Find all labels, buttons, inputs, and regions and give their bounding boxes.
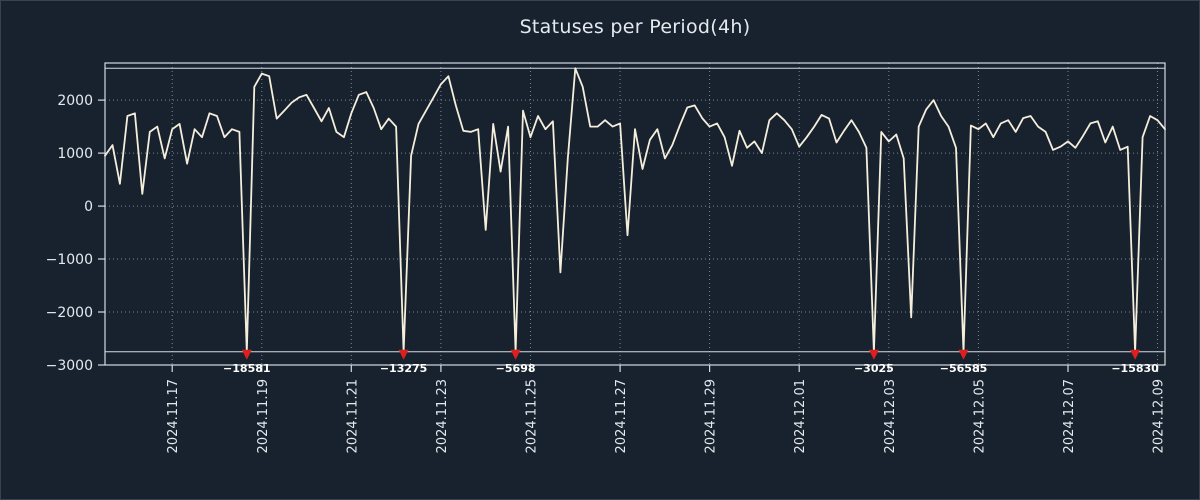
svg-text:2024.11.21: 2024.11.21 (345, 379, 360, 453)
svg-text:2024.12.09: 2024.12.09 (1152, 379, 1167, 453)
svg-text:−3000: −3000 (46, 358, 93, 374)
svg-text:0: 0 (84, 199, 93, 215)
svg-text:2024.11.17: 2024.11.17 (166, 379, 181, 453)
svg-text:2024.11.29: 2024.11.29 (704, 379, 719, 453)
svg-text:−1000: −1000 (46, 252, 93, 268)
svg-text:2024.12.01: 2024.12.01 (793, 379, 808, 453)
svg-text:−5698: −5698 (496, 362, 536, 375)
svg-text:2024.11.23: 2024.11.23 (435, 379, 450, 453)
svg-text:−56585: −56585 (940, 362, 988, 375)
svg-text:1000: 1000 (57, 146, 93, 162)
svg-text:−18581: −18581 (223, 362, 271, 375)
svg-text:2024.12.05: 2024.12.05 (972, 379, 987, 453)
svg-text:2024.11.19: 2024.11.19 (256, 379, 271, 453)
chart-title: Statuses per Period(4h) (519, 16, 751, 38)
svg-text:−2000: −2000 (46, 305, 93, 321)
svg-text:−3025: −3025 (854, 362, 894, 375)
svg-text:2024.12.03: 2024.12.03 (883, 379, 898, 453)
svg-text:2000: 2000 (57, 93, 93, 109)
svg-text:2024.11.27: 2024.11.27 (614, 379, 629, 453)
svg-text:−13275: −13275 (380, 362, 428, 375)
svg-text:2024.11.25: 2024.11.25 (525, 379, 540, 453)
svg-text:2024.12.07: 2024.12.07 (1062, 379, 1077, 453)
svg-text:−15830: −15830 (1111, 362, 1159, 375)
